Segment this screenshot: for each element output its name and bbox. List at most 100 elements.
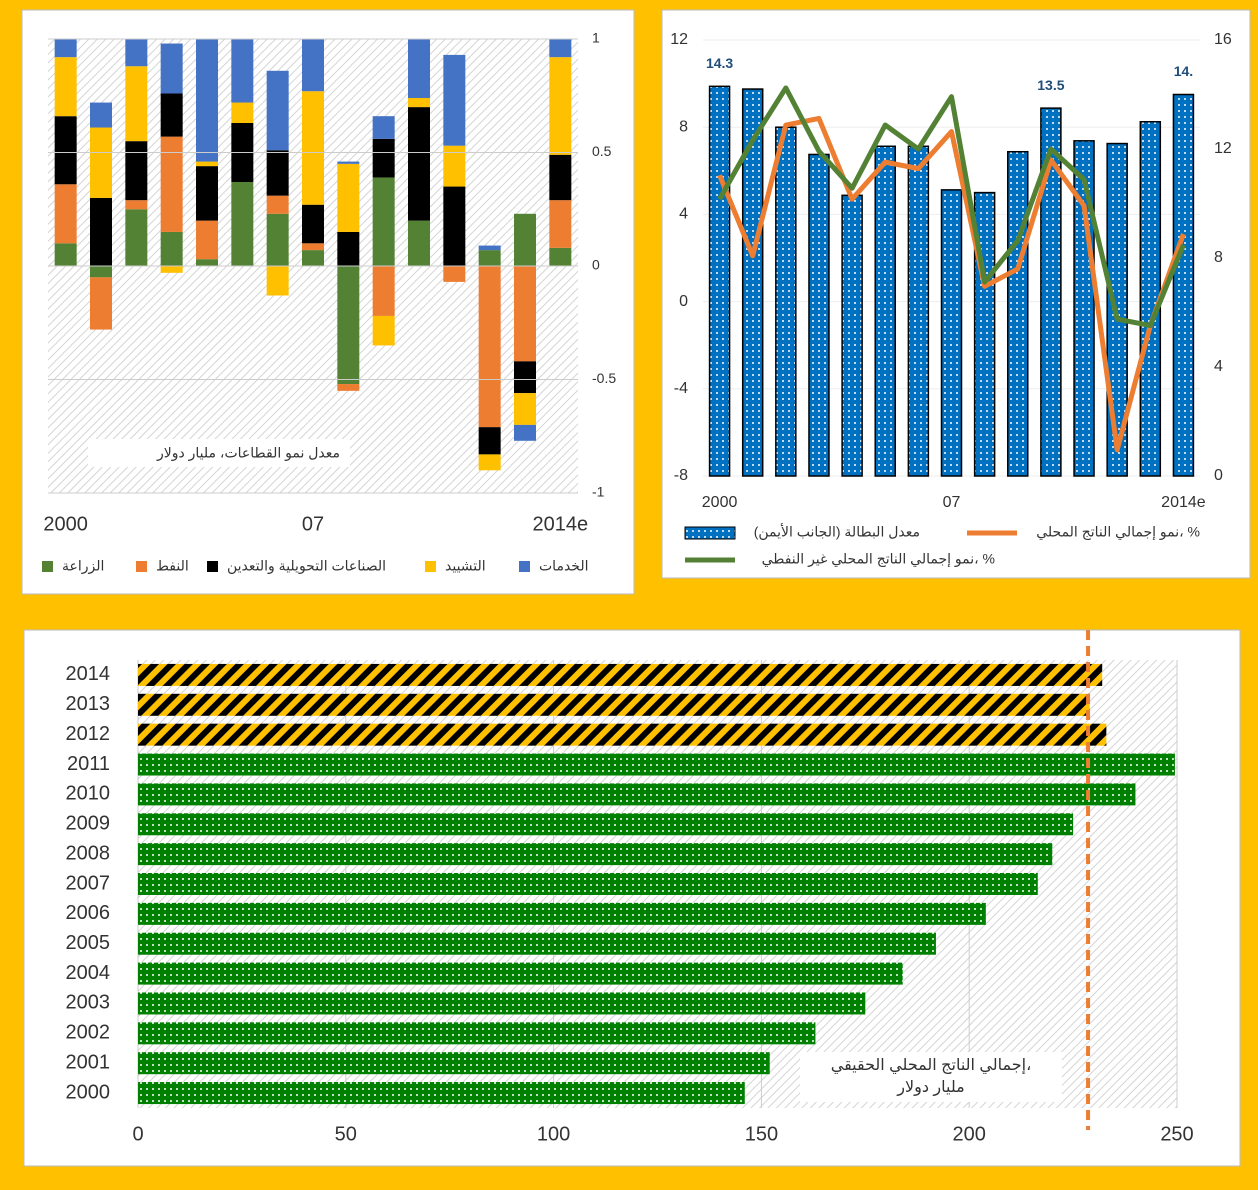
bar-segment bbox=[302, 243, 324, 251]
bar bbox=[138, 783, 1136, 806]
bar-segment bbox=[160, 266, 183, 273]
bar bbox=[138, 843, 1053, 866]
bar-segment bbox=[266, 70, 289, 151]
bar-segment bbox=[408, 220, 430, 266]
legend-label: الخدمات bbox=[539, 558, 589, 574]
bar bbox=[775, 126, 797, 477]
x-tick-label: 0 bbox=[132, 1123, 143, 1145]
y-tick-label: 1 bbox=[592, 30, 600, 46]
bar-segment bbox=[514, 393, 536, 425]
x-tick-label: 50 bbox=[335, 1123, 357, 1145]
bar-segment bbox=[160, 136, 183, 232]
y-tick-label: 12 bbox=[670, 31, 688, 48]
bar-segment bbox=[196, 259, 218, 266]
bar-segment bbox=[125, 141, 148, 201]
bar-segment bbox=[337, 161, 360, 164]
bar-segment bbox=[266, 150, 289, 196]
y-tick-label: 0.5 bbox=[592, 143, 612, 159]
bar-segment bbox=[478, 454, 501, 471]
bar-segment bbox=[514, 424, 536, 441]
y-tick-label: 2010 bbox=[66, 783, 111, 805]
bar bbox=[1007, 150, 1029, 477]
legend-label: الصناعات التحويلية والتعدين bbox=[227, 558, 386, 575]
x-tick-label: 2000 bbox=[702, 494, 738, 511]
x-tick-label: 07 bbox=[943, 494, 961, 511]
bar-segment bbox=[125, 66, 148, 142]
bar-segment bbox=[514, 266, 536, 362]
legend-swatch bbox=[136, 561, 147, 572]
bar-segment bbox=[90, 102, 112, 128]
bar bbox=[138, 992, 866, 1015]
bar-segment bbox=[196, 166, 218, 221]
bar bbox=[138, 1022, 816, 1045]
legend-label: نمو إجمالي الناتج المحلي غير النفطي، % bbox=[762, 551, 995, 568]
bar-segment bbox=[372, 266, 395, 316]
bar-segment bbox=[302, 250, 324, 266]
y-tick-label: 2012 bbox=[66, 723, 111, 745]
y-tick-label: 4 bbox=[679, 206, 688, 223]
bar-segment bbox=[408, 98, 430, 108]
bar-segment bbox=[266, 266, 289, 296]
line bbox=[717, 85, 1186, 329]
data-label: 14.3 bbox=[706, 55, 733, 71]
y-tick-label: 0 bbox=[679, 293, 688, 310]
x-tick-label: 07 bbox=[302, 513, 324, 535]
bar-segment bbox=[160, 93, 183, 137]
bar-segment bbox=[302, 39, 324, 92]
y-tick-label: 2006 bbox=[66, 902, 111, 924]
bar-segment bbox=[549, 247, 572, 266]
bar-segment bbox=[54, 184, 77, 244]
annotation: مليار دولار bbox=[896, 1079, 964, 1097]
bar bbox=[907, 145, 930, 477]
bar-segment bbox=[160, 231, 183, 266]
legend-swatch bbox=[684, 526, 736, 540]
y-tick-label: -4 bbox=[674, 380, 688, 397]
y-tick-label: 2003 bbox=[66, 992, 111, 1014]
bar-segment bbox=[196, 161, 218, 167]
bar-segment bbox=[196, 39, 218, 162]
bar-segment bbox=[337, 231, 360, 266]
bar-segment bbox=[372, 177, 395, 266]
bar bbox=[138, 693, 1090, 716]
bar-segment bbox=[90, 197, 112, 266]
bar bbox=[138, 1082, 745, 1105]
legend-label: النفط bbox=[156, 558, 189, 574]
x-tick-label: 2000 bbox=[43, 513, 88, 535]
bar-segment bbox=[196, 220, 218, 260]
legend-swatch bbox=[42, 561, 53, 572]
bar bbox=[138, 813, 1074, 836]
bar-segment bbox=[125, 209, 148, 266]
annotation: إجمالي الناتج المحلي الحقيقي، bbox=[831, 1057, 1032, 1075]
y-tick-label: 2004 bbox=[66, 962, 111, 984]
x-tick-label: 200 bbox=[953, 1123, 986, 1145]
annotation-box bbox=[800, 1052, 1062, 1102]
annotation-box bbox=[88, 439, 350, 467]
bar-segment bbox=[549, 200, 572, 248]
y-tick-label: 2009 bbox=[66, 813, 111, 835]
bar bbox=[138, 873, 1038, 895]
bar bbox=[1073, 140, 1095, 477]
annotation: معدل نمو القطاعات، مليار دولار bbox=[156, 445, 340, 462]
bar-segment bbox=[372, 116, 395, 139]
y2-tick-label: 12 bbox=[1214, 140, 1232, 157]
bar-segment bbox=[549, 39, 572, 58]
bar-segment bbox=[549, 57, 572, 155]
bar-segment bbox=[372, 315, 395, 346]
bar bbox=[708, 85, 731, 477]
y-tick-label: 2007 bbox=[66, 872, 111, 894]
bar-segment bbox=[302, 91, 324, 205]
bar-segment bbox=[337, 384, 360, 391]
y-tick-label: 2005 bbox=[66, 932, 111, 954]
legend-label: التشييد bbox=[445, 558, 486, 574]
bar-segment bbox=[408, 107, 430, 221]
y2-tick-label: 0 bbox=[1214, 467, 1223, 484]
data-label: 14. bbox=[1174, 63, 1193, 79]
bar-segment bbox=[54, 57, 77, 117]
bar bbox=[1040, 107, 1062, 477]
y-tick-label: -0.5 bbox=[592, 370, 616, 386]
x-tick-label: 100 bbox=[537, 1123, 570, 1145]
bar-segment bbox=[266, 213, 289, 266]
x-tick-label: 150 bbox=[745, 1123, 778, 1145]
bar bbox=[841, 194, 863, 477]
